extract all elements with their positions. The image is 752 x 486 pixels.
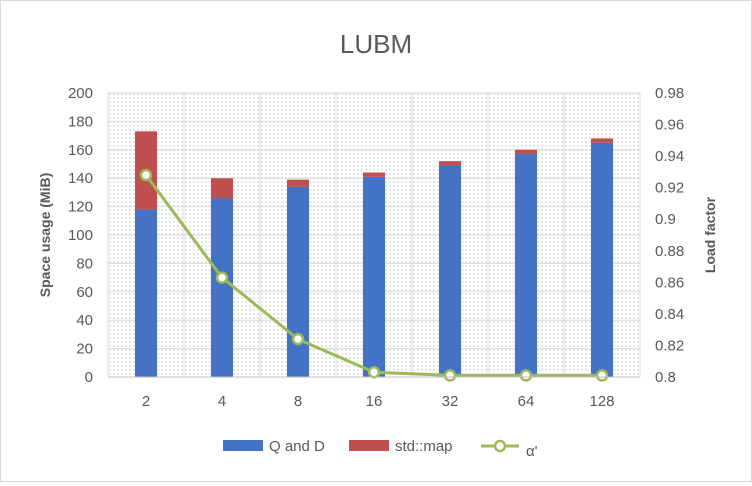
line-layer (139, 168, 609, 382)
y-tick-label: 200 (68, 85, 93, 102)
y-tick-label: 180 (68, 113, 93, 130)
y-tick-label: 80 (76, 255, 93, 272)
bar-q-and-d-64 (515, 154, 537, 377)
point-alpha-64 (519, 369, 533, 382)
y2-tick-label: 0.94 (655, 148, 684, 165)
point-alpha-2 (139, 168, 153, 182)
y-tick-label: 160 (68, 142, 93, 159)
bar-std-map-16 (363, 172, 385, 177)
y2-tick-label: 0.96 (655, 117, 684, 134)
y2-axis-label: Load factor (702, 196, 718, 273)
chart-title: LUBM (340, 29, 412, 59)
point-alpha-32 (443, 369, 457, 382)
x-tick-label: 4 (218, 393, 226, 410)
point-alpha-16 (367, 366, 381, 379)
y-tick-label: 20 (76, 341, 93, 358)
legend: Q and D std::map α' (223, 438, 538, 460)
y-tick-label: 60 (76, 284, 93, 301)
x-tick-label: 32 (442, 393, 459, 410)
bar-std-map-8 (287, 179, 309, 187)
bar-q-and-d-2 (135, 209, 157, 377)
bar-layer (135, 131, 613, 377)
y2-tick-label: 0.8 (655, 369, 676, 386)
y-tick-label: 0 (85, 369, 93, 386)
y-tick-label: 40 (76, 312, 93, 329)
legend-label: α' (526, 443, 538, 460)
bar-q-and-d-16 (363, 176, 385, 377)
y-tick-label: 100 (68, 227, 93, 244)
bar-q-and-d-4 (211, 198, 233, 377)
y2-tick-label: 0.92 (655, 180, 684, 197)
point-alpha-4 (215, 271, 229, 284)
y2-tick-label: 0.9 (655, 211, 676, 228)
y2-tick-label: 0.84 (655, 306, 684, 323)
x-tick-label: 2 (142, 393, 150, 410)
legend-label: Q and D (269, 438, 325, 455)
bar-std-map-64 (515, 149, 537, 155)
x-tick-label: 8 (294, 393, 302, 410)
x-tick-label: 128 (589, 393, 614, 410)
point-alpha-8 (291, 332, 305, 346)
bar-q-and-d-8 (287, 186, 309, 377)
bar-std-map-4 (211, 178, 233, 199)
legend-label: std::map (395, 438, 453, 455)
axis-layer: 0 20 40 60 80 100 120 140 160 180 200 0.8 0.82 0.84 0.… (68, 85, 684, 410)
y2-tick-label: 0.86 (655, 274, 684, 291)
x-tick-label: 16 (366, 393, 383, 410)
bar-std-map-32 (439, 161, 461, 166)
legend-swatch (223, 440, 263, 451)
bar-std-map-128 (591, 138, 613, 143)
point-alpha-128 (595, 369, 609, 382)
y2-tick-label: 0.82 (655, 337, 684, 354)
y-tick-label: 120 (68, 199, 93, 216)
x-tick-label: 64 (518, 393, 535, 410)
y2-tick-label: 0.98 (655, 85, 684, 102)
bar-q-and-d-128 (591, 142, 613, 377)
bar-q-and-d-32 (439, 165, 461, 377)
y-axis-label: Space usage (MiB) (37, 173, 53, 297)
legend-swatch (349, 440, 389, 451)
legend-marker (493, 439, 507, 453)
y2-tick-label: 0.88 (655, 243, 684, 260)
y-tick-label: 140 (68, 170, 93, 187)
